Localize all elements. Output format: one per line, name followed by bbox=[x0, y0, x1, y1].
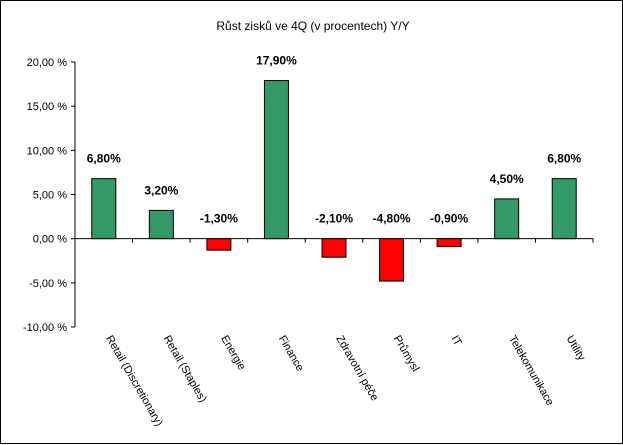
y-tick-label: 15,00 % bbox=[27, 101, 68, 113]
y-tick-label: 10,00 % bbox=[27, 145, 68, 157]
data-label: 6,80% bbox=[87, 152, 121, 166]
category-label: IT bbox=[449, 334, 464, 349]
bar bbox=[494, 198, 520, 240]
bar bbox=[436, 238, 462, 248]
data-label: -0,90% bbox=[430, 212, 468, 226]
bar bbox=[321, 238, 347, 258]
data-label: 6,80% bbox=[547, 152, 581, 166]
data-label: -1,30% bbox=[200, 212, 238, 226]
category-label: Retail (Staples) bbox=[161, 334, 209, 405]
bar bbox=[551, 178, 577, 240]
data-label: 17,90% bbox=[256, 54, 297, 68]
data-label: 3,20% bbox=[144, 183, 178, 197]
y-tick-label: 20,00 % bbox=[27, 57, 68, 69]
y-tick-label: 0,00 % bbox=[33, 234, 67, 246]
category-label: Telekomunikace bbox=[506, 334, 556, 408]
data-label: 4,50% bbox=[490, 172, 524, 186]
y-tick-label: 5,00 % bbox=[33, 190, 67, 202]
data-labels: 6,80% 3,20% -1,30% 17,90% -2,10% -4,80% -0,90%… bbox=[87, 54, 582, 226]
bar bbox=[91, 178, 117, 240]
bar bbox=[263, 80, 289, 240]
bar bbox=[206, 238, 232, 251]
bar bbox=[148, 209, 174, 240]
category-labels: Retail (Discretionary)Retail (Staples) En… bbox=[103, 334, 588, 429]
category-label: Retail (Discretionary) bbox=[103, 334, 165, 429]
y-tick-label: -10,00 % bbox=[23, 322, 67, 334]
y-tick-label: -5,00 % bbox=[29, 278, 67, 290]
category-label: Zdravotní péče bbox=[333, 334, 380, 404]
category-label: Finance bbox=[276, 334, 306, 374]
data-label: -2,10% bbox=[315, 212, 353, 226]
category-label: Průmysl bbox=[391, 334, 421, 374]
category-label: Utility bbox=[564, 334, 588, 364]
category-label: Energie bbox=[218, 334, 247, 373]
bar bbox=[379, 238, 405, 282]
chart-title: Růst zisků ve 4Q (v procentech) Y/Y bbox=[216, 19, 409, 33]
data-label: -4,80% bbox=[373, 212, 411, 226]
bars bbox=[91, 80, 577, 282]
